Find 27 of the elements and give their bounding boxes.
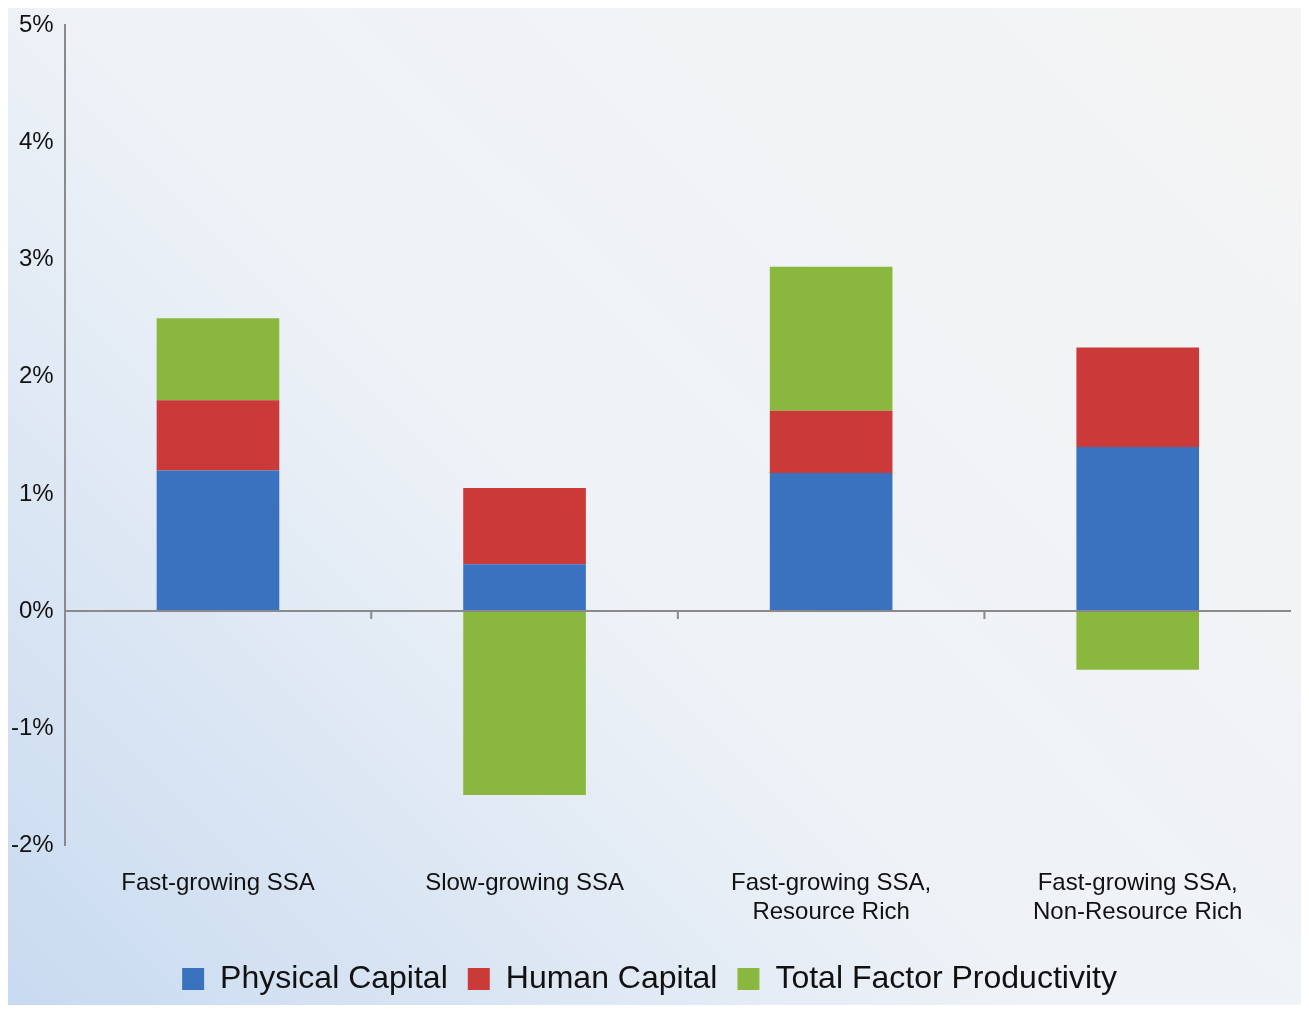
x-tick-label: Slow-growing SSA (425, 868, 624, 896)
bar (769, 266, 893, 411)
y-tick-label: 2% (18, 361, 54, 389)
y-tick-label: 0% (18, 595, 54, 623)
y-tick-label: 4% (18, 127, 54, 155)
bar (1076, 347, 1200, 448)
y-tick-label: 1% (18, 478, 54, 506)
legend-label: Physical Capital (220, 958, 448, 995)
bar (463, 564, 586, 612)
x-tick-label: Fast-growing SSA, Non-Resource Rich (1033, 868, 1243, 925)
bar (463, 611, 586, 796)
y-tick-label: 3% (18, 244, 54, 272)
x-tick-label: Fast-growing SSA, Resource Rich (731, 868, 932, 925)
y-tick-label: -2% (10, 830, 54, 858)
bar (769, 472, 893, 612)
legend-label: Total Factor Productivity (775, 958, 1117, 995)
x-tick-label: Fast-growing SSA (121, 868, 315, 896)
bar (156, 400, 280, 471)
y-tick-label: 5% (18, 10, 54, 38)
bar (1076, 611, 1200, 670)
y-tick-label: -1% (10, 712, 54, 740)
bar (1076, 447, 1200, 612)
legend-label: Human Capital (505, 958, 718, 995)
bar (463, 488, 586, 565)
bar (769, 410, 893, 473)
bar (156, 318, 280, 401)
bar (156, 470, 280, 612)
